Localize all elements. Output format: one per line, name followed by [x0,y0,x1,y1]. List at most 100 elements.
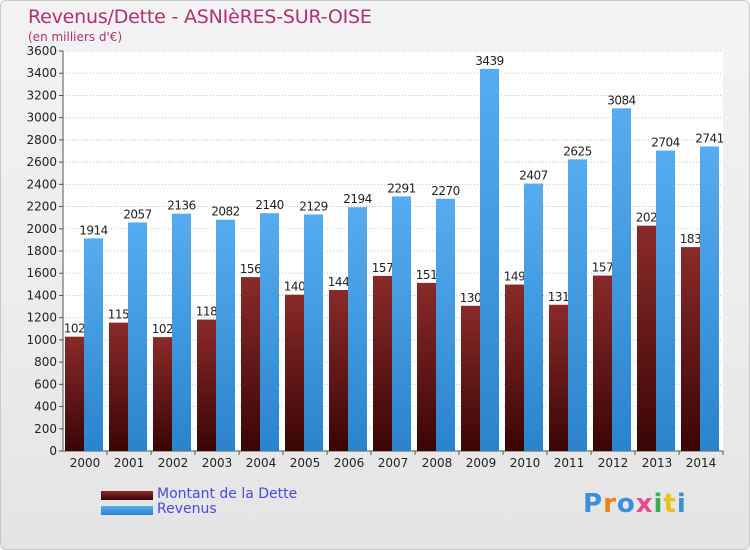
data-label-revenus: 2625 [563,144,592,158]
y-tick-label: 1800 [26,244,57,258]
data-label-dette: 183 [680,232,701,246]
bar-revenus [348,207,367,451]
bar-dette [549,304,568,451]
logo-letter: t [663,489,677,519]
bar-dette [241,277,260,451]
bar-revenus [128,222,147,451]
bar-dette [109,322,128,451]
data-label-dette: 144 [328,275,349,289]
x-tick-label: 2013 [642,456,673,470]
x-tick-label: 2009 [466,456,497,470]
proxiti-logo: Proxiti [583,489,687,519]
bar-revenus [172,213,191,451]
data-label-revenus: 2082 [211,205,240,219]
y-tick-label: 2200 [26,200,57,214]
legend-swatch-revenus [101,506,153,515]
data-label-dette: 151 [416,268,437,282]
data-label-dette: 149 [504,270,525,284]
data-label-dette: 102 [64,322,85,336]
legend-label-dette: Montant de la Dette [157,486,298,502]
logo-letter: P [583,489,604,519]
y-tick-label: 2800 [26,133,57,147]
bar-revenus [524,183,543,452]
y-tick-label: 1400 [26,288,57,302]
bar-revenus [568,159,587,452]
data-label-revenus: 3439 [475,54,504,68]
bar-dette [505,284,524,451]
y-tick-label: 1000 [26,333,57,347]
data-label-dette: 102 [152,322,173,336]
x-tick-label: 2011 [554,456,585,470]
bar-revenus [304,214,323,451]
x-tick-label: 2012 [598,456,629,470]
x-tick-label: 2004 [246,456,277,470]
y-tick-label: 3000 [26,111,57,125]
x-tick-label: 2007 [378,456,409,470]
bar-revenus [656,150,675,452]
bar-revenus [260,213,279,451]
y-tick-label: 2600 [26,155,57,169]
bar-revenus [216,219,235,451]
data-label-revenus: 2270 [431,184,460,198]
bar-dette [681,247,700,451]
data-label-revenus: 2407 [519,169,548,183]
y-tick-label: 400 [34,400,57,414]
data-label-dette: 156 [240,262,261,276]
chart-subtitle: (en milliers d'€) [28,30,123,44]
y-tick-label: 1200 [26,311,57,325]
bar-dette [373,275,392,451]
y-tick-label: 1600 [26,266,57,280]
y-tick-label: 800 [34,355,57,369]
data-label-dette: 202 [636,211,657,225]
bar-revenus [392,196,411,451]
data-label-dette: 130 [460,291,481,305]
data-label-revenus: 2129 [299,199,328,213]
y-tick-label: 3600 [26,44,57,58]
legend-swatch-dette [101,491,153,500]
data-label-revenus: 2057 [123,207,152,221]
data-label-dette: 157 [372,261,393,275]
data-label-revenus: 2704 [651,136,680,150]
bar-revenus [84,238,103,451]
x-tick-label: 2001 [114,456,145,470]
x-tick-label: 2000 [70,456,101,470]
bar-dette [461,305,480,451]
bar-dette [153,337,172,451]
data-label-revenus: 2136 [167,199,196,213]
data-label-revenus: 1914 [79,223,108,237]
x-tick-label: 2005 [290,456,321,470]
data-label-revenus: 2194 [343,192,372,206]
bar-revenus [436,198,455,451]
logo-letter: r [603,489,617,519]
bar-dette [637,225,656,451]
bar-revenus [700,146,719,451]
logo-letter: x [635,489,654,519]
logo-letter: i [676,489,687,519]
y-tick-label: 200 [34,422,57,436]
x-tick-label: 2008 [422,456,453,470]
x-tick-label: 2010 [510,456,541,470]
bar-dette [593,275,612,451]
x-tick-label: 2006 [334,456,365,470]
data-label-dette: 140 [284,280,305,294]
bar-dette [65,336,84,451]
y-tick-label: 2400 [26,177,57,191]
data-label-revenus: 3084 [607,93,636,107]
y-tick-label: 3200 [26,88,57,102]
data-label-dette: 131 [548,290,569,304]
data-label-revenus: 2741 [695,131,724,145]
x-tick-label: 2002 [158,456,189,470]
logo-letter: o [616,489,636,519]
y-tick-label: 0 [49,444,57,458]
bar-dette [285,294,304,451]
data-label-dette: 115 [108,308,129,322]
chart-title: Revenus/Dette - ASNIèRES-SUR-OISE [28,6,372,28]
bar-revenus [480,68,499,451]
logo-letter: i [653,489,664,519]
data-label-revenus: 2291 [387,181,416,195]
bar-dette [417,282,436,451]
x-tick-label: 2003 [202,456,233,470]
y-tick-label: 3400 [26,66,57,80]
